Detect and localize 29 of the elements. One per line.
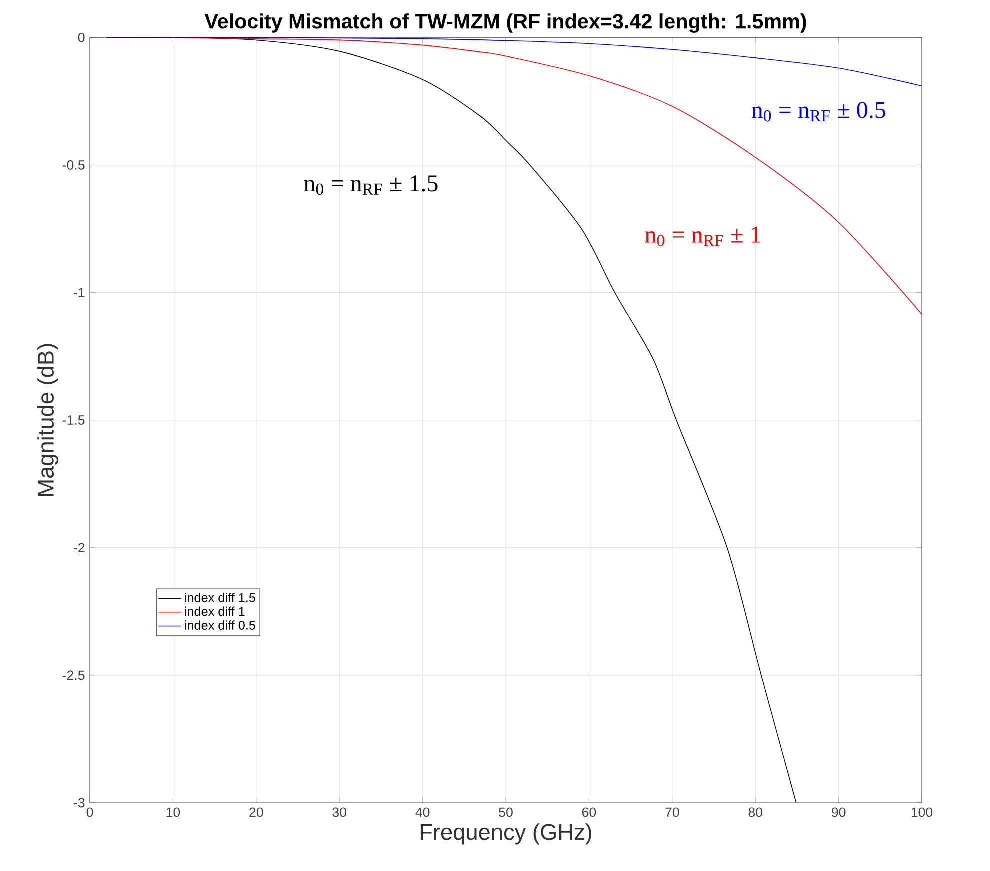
line-series bbox=[106, 37, 797, 804]
x-axis-title: Frequency (GHz) bbox=[420, 824, 592, 845]
chart-title: Velocity Mismatch of TW-MZM (RF index=3.42 length: 1.5mm) bbox=[204, 14, 806, 33]
x-tick-label: 10 bbox=[166, 808, 180, 818]
y-tick-label: -1.5 bbox=[62, 416, 85, 425]
line-series bbox=[106, 37, 922, 87]
x-tick-label: 50 bbox=[499, 808, 513, 818]
x-tick-label: 100 bbox=[912, 808, 933, 818]
y-tick-label: -1 bbox=[74, 288, 85, 298]
y-tick-label: -0.5 bbox=[62, 160, 85, 170]
y-tick-label: 0 bbox=[78, 32, 85, 42]
legend-label: index diff 1.5 bbox=[185, 592, 256, 602]
x-tick-label: 60 bbox=[582, 808, 596, 818]
legend-label: index diff 1 bbox=[185, 606, 245, 616]
x-tick-label: 90 bbox=[832, 808, 846, 818]
x-tick-label: 80 bbox=[748, 808, 762, 818]
y-tick-label: -2 bbox=[74, 543, 85, 553]
annotation: n$_{0}$ = n$_{RF}$ ± 0.5 bbox=[752, 102, 886, 122]
x-tick-label: 40 bbox=[416, 808, 430, 818]
y-axis-title: Magnitude (dB) bbox=[37, 344, 58, 496]
x-tick-label: 30 bbox=[332, 808, 347, 818]
annotation: n$_{0}$ = n$_{RF}$ ± 1.5 bbox=[304, 176, 438, 196]
x-tick-label: 70 bbox=[666, 808, 680, 818]
x-tick-label: 20 bbox=[250, 808, 264, 818]
y-tick-label: -2.5 bbox=[62, 670, 85, 680]
legend-label: index diff 0.5 bbox=[185, 620, 256, 630]
y-tick-label: -3 bbox=[74, 798, 85, 808]
annotation: n$_{0}$ = n$_{RF}$ ± 1 bbox=[645, 226, 760, 246]
x-tick-label: 0 bbox=[86, 808, 94, 818]
